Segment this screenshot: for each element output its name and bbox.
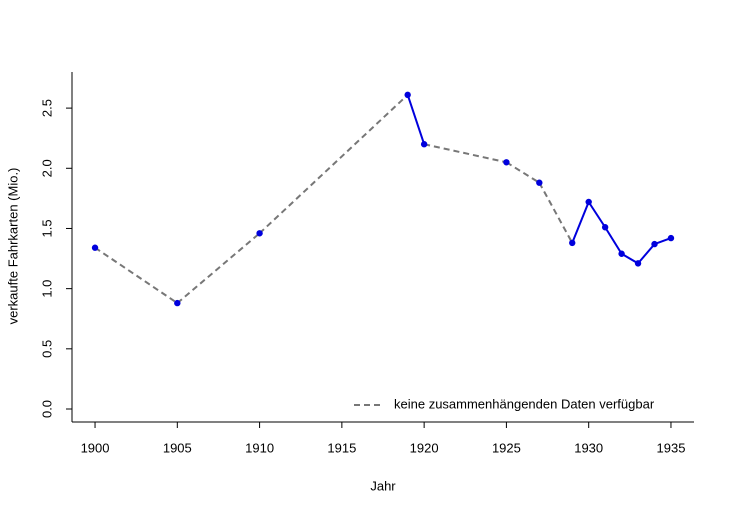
data-point bbox=[651, 240, 658, 248]
line-segment bbox=[587, 201, 606, 228]
x-tick-label: 1925 bbox=[492, 440, 521, 455]
data-point bbox=[667, 234, 675, 242]
dashed-segment bbox=[505, 161, 540, 184]
line-segment bbox=[571, 201, 590, 244]
legend-label: keine zusammenhängenden Daten verfügbar bbox=[394, 396, 655, 411]
data-point bbox=[585, 198, 592, 206]
data-point bbox=[503, 159, 510, 166]
dashed-segment bbox=[423, 143, 507, 164]
data-point bbox=[569, 239, 576, 247]
data-point bbox=[404, 91, 411, 99]
x-tick-label: 1935 bbox=[657, 440, 686, 455]
x-tick-label: 1920 bbox=[410, 440, 439, 455]
y-tick-label: 0.5 bbox=[39, 340, 54, 358]
x-tick-label: 1930 bbox=[574, 440, 603, 455]
line-segment bbox=[637, 243, 656, 265]
y-tick-label: 1.0 bbox=[39, 280, 54, 298]
x-tick-label: 1900 bbox=[81, 440, 110, 455]
y-tick-label: 2.5 bbox=[39, 99, 54, 117]
y-tick-label: 1.5 bbox=[39, 219, 54, 237]
line-segment bbox=[604, 226, 623, 255]
line-segment bbox=[406, 94, 426, 145]
y-axis-label: verkaufte Fahrkarten (Mio.) bbox=[5, 168, 20, 325]
data-point bbox=[536, 179, 543, 186]
dashed-segment bbox=[258, 94, 409, 235]
dashed-segment bbox=[94, 246, 178, 304]
data-point bbox=[420, 141, 428, 148]
dashed-segment bbox=[176, 232, 261, 304]
data-point bbox=[634, 260, 642, 267]
data-point bbox=[618, 250, 625, 257]
y-tick-label: 2.0 bbox=[39, 159, 54, 177]
data-point bbox=[174, 299, 181, 307]
dashed-segment bbox=[538, 182, 574, 244]
data-point bbox=[256, 230, 263, 237]
x-tick-label: 1915 bbox=[327, 440, 356, 455]
y-tick-label: 0.0 bbox=[39, 400, 54, 418]
data-point bbox=[91, 244, 99, 251]
x-tick-label: 1910 bbox=[245, 440, 274, 455]
x-axis-label: Jahr bbox=[370, 478, 396, 493]
data-point bbox=[601, 224, 609, 231]
x-tick-label: 1905 bbox=[163, 440, 192, 455]
